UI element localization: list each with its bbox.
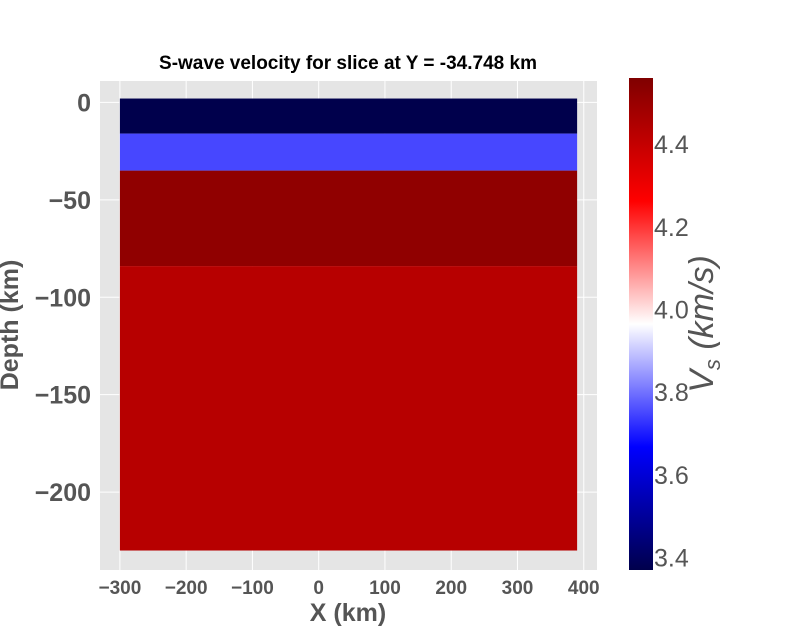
velocity-layer-3 <box>119 266 578 551</box>
y-tick-label-0: 0 <box>77 89 91 117</box>
velocity-layer-0 <box>119 98 578 134</box>
velocity-layers <box>119 98 578 551</box>
y-tick-label-1: −50 <box>49 187 91 215</box>
x-tick-label-7: 400 <box>568 578 600 599</box>
x-tick-label-6: 300 <box>502 578 534 599</box>
velocity-layer-2 <box>119 170 578 267</box>
colorbar <box>629 78 653 570</box>
chart-title: S-wave velocity for slice at Y = -34.748… <box>159 53 537 74</box>
y-tick-label-2: −100 <box>35 284 91 312</box>
y-axis-ticks: 0 −50 −100 −150 −200 <box>35 89 91 507</box>
colorbar-tick-label-5: 4.4 <box>654 131 689 159</box>
x-tick-label-3: 0 <box>313 578 324 599</box>
colorbar-tick-label-2: 3.8 <box>654 379 689 407</box>
colorbar-tick-label-1: 3.6 <box>654 462 689 490</box>
y-tick-label-3: −150 <box>35 382 91 410</box>
x-tick-label-4: 100 <box>369 578 401 599</box>
x-axis-ticks: −300 −200 −100 0 100 200 300 400 <box>98 578 599 599</box>
velocity-layer-1 <box>119 133 578 171</box>
x-tick-label-0: −300 <box>98 578 141 599</box>
colorbar-ticks: 3.4 3.6 3.8 4.0 4.2 4.4 <box>654 131 689 572</box>
colorbar-tick-label-3: 4.0 <box>654 297 689 325</box>
colorbar-label: Vs (km/s) <box>683 255 725 393</box>
y-tick-label-4: −200 <box>35 479 91 507</box>
x-tick-label-2: −100 <box>231 578 274 599</box>
colorbar-tick-label-0: 3.4 <box>654 545 689 573</box>
x-axis-label: X (km) <box>310 599 386 627</box>
x-tick-label-1: −200 <box>165 578 208 599</box>
colorbar-tick-label-4: 4.2 <box>654 214 689 242</box>
x-tick-label-5: 200 <box>435 578 467 599</box>
y-axis-label: Depth (km) <box>0 260 24 391</box>
